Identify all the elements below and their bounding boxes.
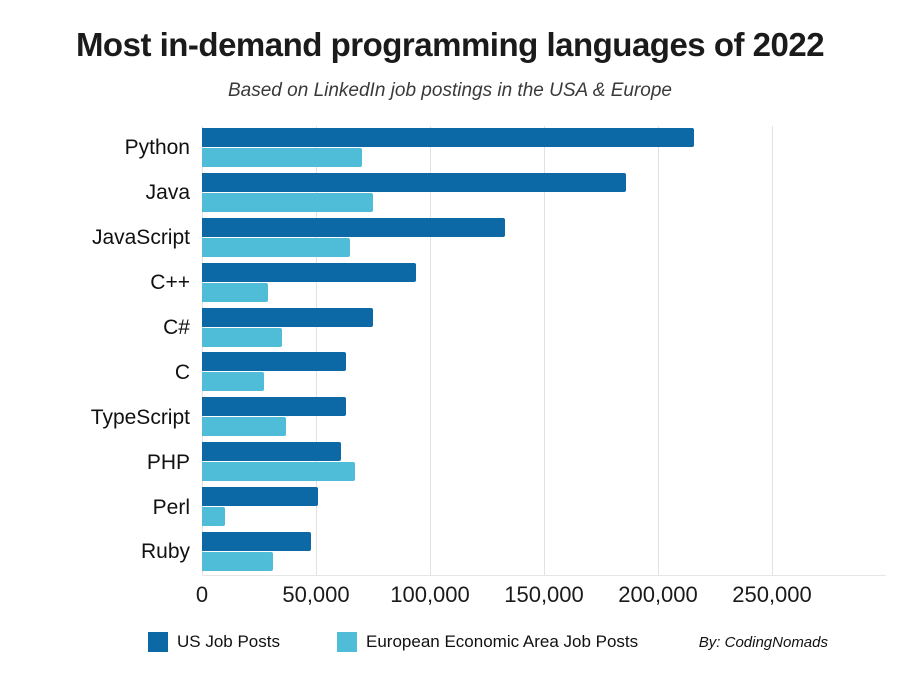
legend-label: US Job Posts	[177, 632, 280, 651]
bar-rows	[202, 126, 886, 575]
bar-group-c	[202, 306, 886, 351]
x-tick-label: 250,000	[732, 582, 812, 607]
category-label-typescript: TypeScript	[90, 405, 190, 429]
gridline	[544, 126, 545, 575]
category-label-c: C#	[163, 316, 190, 339]
bar-group-java	[202, 171, 886, 216]
bar-group-typescript	[202, 395, 886, 440]
x-tick-label: 200,000	[618, 582, 698, 607]
category-label-php: PHP	[146, 450, 190, 474]
x-axis: 0 50,000 100,000 150,000 200,000 250,000	[196, 582, 886, 608]
plot-area	[202, 126, 886, 576]
legend-item-european-economic-area-job-posts: European Economic Area Job Posts	[337, 632, 638, 652]
bar-eea-c	[202, 372, 264, 392]
bar-us-c	[202, 352, 346, 372]
gridline	[202, 126, 203, 575]
bar-eea-typescript	[202, 417, 287, 437]
bar-eea-c	[202, 282, 269, 302]
bar-us-perl	[202, 487, 319, 507]
category-label-ruby: Ruby	[140, 540, 190, 564]
bar-group-c	[202, 261, 886, 306]
category-label-java: Java	[145, 181, 190, 205]
bar-us-php	[202, 442, 342, 462]
x-tick-label: 100,000	[390, 582, 470, 607]
legend-swatch	[337, 632, 357, 652]
bar-us-java	[202, 172, 627, 192]
bar-us-python	[202, 128, 695, 147]
legend-swatch	[148, 632, 168, 652]
gridline	[772, 126, 773, 575]
bar-us-typescript	[202, 397, 346, 417]
gridline	[316, 126, 317, 575]
chart-subtitle: Based on LinkedIn job postings in the US…	[228, 80, 672, 101]
bar-us-javascript	[202, 217, 506, 237]
category-label-perl: Perl	[152, 495, 190, 519]
x-tick-label: 0	[195, 582, 209, 607]
bar-group-c	[202, 350, 886, 395]
bar-eea-python	[202, 148, 362, 167]
x-tick-label: 150,000	[504, 582, 584, 607]
credit: By: CodingNomads	[698, 634, 828, 651]
legend: US Job Posts European Economic Area Job P…	[148, 632, 638, 652]
category-label-python: Python	[124, 136, 190, 160]
bar-group-perl	[202, 485, 886, 530]
bar-group-javascript	[202, 216, 886, 261]
legend-label: European Economic Area Job Posts	[366, 632, 639, 651]
chart-title: Most in-demand programming languages of …	[75, 26, 825, 63]
category-axis: Python Java JavaScript C++ C# C TypeScript PHP P…	[0, 126, 190, 575]
category-label-c: C++	[150, 271, 190, 295]
x-tick-label: 50,000	[282, 582, 350, 607]
bar-eea-php	[202, 462, 355, 482]
category-label-javascript: JavaScript	[91, 226, 190, 250]
gridline	[658, 126, 659, 575]
bar-us-c	[202, 307, 373, 327]
bar-eea-perl	[202, 507, 225, 527]
bar-eea-java	[202, 192, 373, 212]
category-label-c: C	[174, 360, 190, 384]
legend-item-us-job-posts: US Job Posts	[148, 632, 280, 652]
bar-group-php	[202, 440, 886, 485]
bar-group-ruby	[202, 530, 886, 575]
bar-us-ruby	[202, 532, 312, 552]
bar-eea-javascript	[202, 237, 351, 257]
bar-group-python	[202, 126, 886, 171]
gridline	[430, 126, 431, 575]
bar-eea-c	[202, 327, 282, 347]
bar-us-c	[202, 262, 417, 282]
bar-eea-ruby	[202, 552, 273, 572]
